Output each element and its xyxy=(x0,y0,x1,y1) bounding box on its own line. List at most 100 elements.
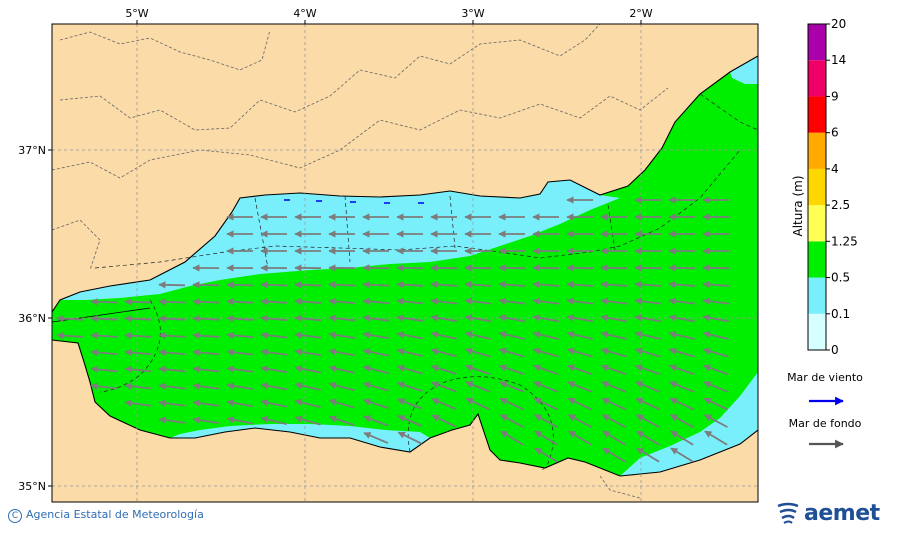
swell-arrow xyxy=(431,414,457,428)
swell-arrow xyxy=(192,315,220,323)
swell-arrow xyxy=(499,414,524,428)
wind-sea-arrows xyxy=(284,199,424,204)
swell-arrow xyxy=(226,281,254,289)
swell-arrow xyxy=(634,347,661,358)
swell-arrow xyxy=(567,414,592,428)
swell-arrow xyxy=(158,348,186,357)
swell-arrow xyxy=(533,364,559,376)
swell-arrow xyxy=(90,315,118,323)
swell-arrow xyxy=(600,314,627,323)
map-area xyxy=(52,24,758,502)
swell-arrow xyxy=(328,314,356,322)
swell-arrow xyxy=(328,348,355,357)
swell-arrow xyxy=(294,398,321,409)
swell-arrow xyxy=(430,347,457,358)
map-frame xyxy=(51,23,759,503)
swell-arrow xyxy=(601,381,627,393)
swell-arrow xyxy=(226,298,254,306)
swell-arrow xyxy=(703,397,729,411)
swell-arrow xyxy=(124,298,152,306)
swell-arrow xyxy=(260,298,288,306)
swell-arrow xyxy=(90,365,118,373)
swell-arrow xyxy=(465,381,491,393)
swell-arrow xyxy=(226,314,254,323)
swell-arrow xyxy=(192,298,220,306)
swell-arrow xyxy=(90,331,118,340)
colorbar-title: Altura (m) xyxy=(791,175,805,236)
swell-arrow xyxy=(534,447,558,463)
colorbar-segment xyxy=(808,132,826,169)
colorbar-segment xyxy=(808,96,826,133)
swell-arrow xyxy=(669,364,695,376)
swell-arrow xyxy=(702,264,730,272)
colorbar-level-label: 14 xyxy=(831,53,846,67)
coastline-south xyxy=(52,339,758,477)
aemet-swirl-icon xyxy=(777,502,799,524)
swell-arrow xyxy=(328,297,356,306)
swell-arrow xyxy=(294,382,321,391)
swell-arrow xyxy=(668,264,696,272)
colorbar-level-label: 2.5 xyxy=(831,198,850,212)
swell-arrow xyxy=(362,281,390,289)
swell-arrow xyxy=(363,398,389,410)
swell-arrow xyxy=(294,415,321,426)
swell-arrow xyxy=(260,281,288,289)
swell-arrow xyxy=(533,397,559,411)
lat-ticks: 37°N 36°N 35°N xyxy=(18,144,52,493)
swell-arrow xyxy=(431,398,457,410)
swell-arrow xyxy=(668,280,696,289)
colorbar-segment xyxy=(808,313,826,350)
swell-arrow xyxy=(634,314,661,323)
swell-arrow xyxy=(192,281,220,289)
colorbar-level-label: 6 xyxy=(831,126,839,140)
swell-arrow xyxy=(464,280,492,289)
swell-arrow xyxy=(226,416,253,425)
swell-arrow xyxy=(56,315,84,323)
swell-arrow xyxy=(534,430,558,446)
swell-arrow xyxy=(566,297,594,305)
coastline-north xyxy=(52,55,758,313)
swell-arrow xyxy=(498,347,525,358)
swell-arrow xyxy=(600,330,627,340)
swell-arrow xyxy=(533,381,559,393)
swell-arrow xyxy=(635,381,661,393)
colorbar-level-label: 20 xyxy=(831,17,846,31)
swell-arrow xyxy=(464,347,491,358)
swell-arrow xyxy=(568,430,592,446)
swell-arrow xyxy=(328,398,355,409)
swell-arrow xyxy=(500,430,524,446)
lat-label-37n: 37°N xyxy=(18,144,46,157)
swell-arrow xyxy=(294,314,322,322)
lat-label-35n: 35°N xyxy=(18,480,46,493)
lon-label-3w: 3°W xyxy=(461,7,484,20)
swell-arrow xyxy=(294,297,322,306)
swell-arrow xyxy=(158,281,186,289)
swell-arrow xyxy=(600,280,628,289)
swell-arrow xyxy=(635,414,660,428)
swell-arrow xyxy=(532,264,560,272)
swell-arrow xyxy=(567,397,593,411)
swell-arrow xyxy=(430,314,457,323)
swell-arrow xyxy=(499,364,525,376)
swell-arrow xyxy=(600,347,627,358)
swell-arrow xyxy=(396,331,423,340)
swell-arrow xyxy=(362,331,389,340)
swell-arrow xyxy=(226,382,253,390)
swell-arrow xyxy=(90,298,118,306)
swell-arrow xyxy=(226,331,254,339)
swell-arrow xyxy=(532,347,559,358)
colorbar-frame xyxy=(807,23,827,351)
swell-arrow xyxy=(294,365,321,374)
swell-arrow xyxy=(703,364,729,376)
swell-arrow xyxy=(702,280,730,289)
swell-arrow xyxy=(260,348,288,356)
swell-arrow xyxy=(499,397,525,411)
swell-arrow xyxy=(328,415,355,426)
swell-arrow xyxy=(362,364,389,375)
swell-arrow xyxy=(192,382,220,390)
swell-arrow xyxy=(226,365,254,373)
swell-arrow xyxy=(124,382,152,390)
swell-arrow xyxy=(602,447,626,463)
swell-arrow xyxy=(634,330,661,340)
swell-arrow xyxy=(397,415,423,427)
